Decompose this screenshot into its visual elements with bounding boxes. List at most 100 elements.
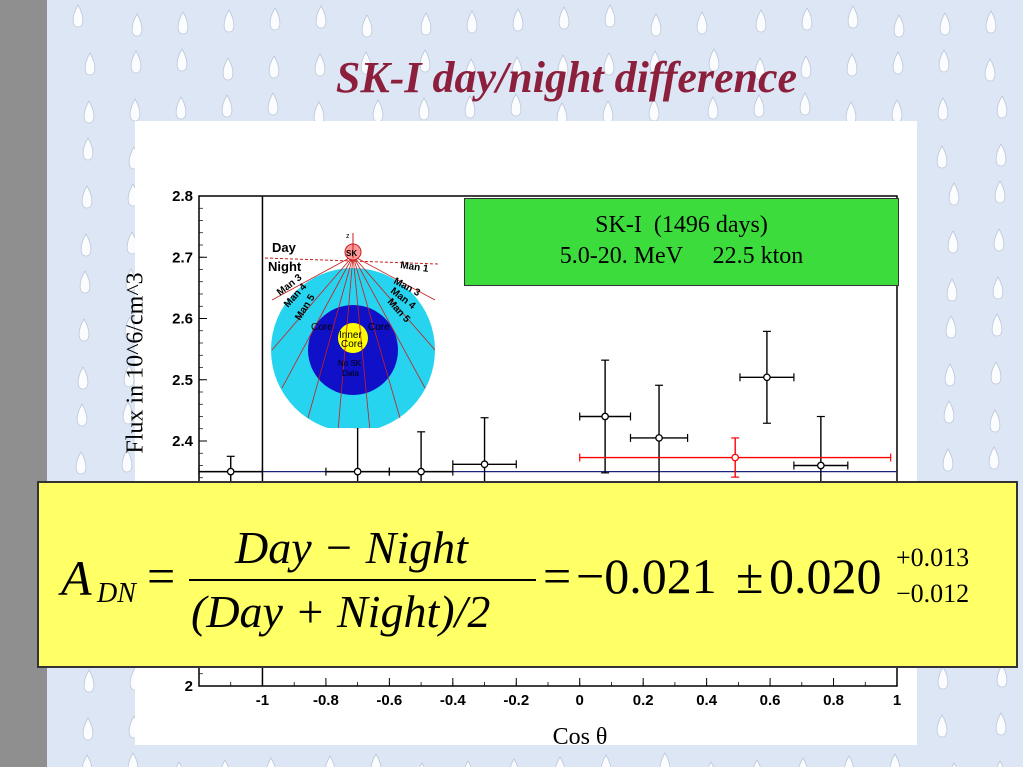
inset-label-night: Night (268, 259, 302, 274)
raindrop-icon (798, 757, 808, 767)
raindrop-icon (555, 756, 565, 767)
raindrop-icon (708, 48, 720, 72)
data-marker (731, 453, 740, 462)
raindrop-icon (419, 762, 425, 767)
asymmetry-formula-box: A DN = Day − Night (Day + Night)/2 = −0.… (37, 481, 1018, 668)
raindrop-icon (221, 759, 229, 767)
raindrop-icon (754, 57, 766, 81)
raindrop-icon (82, 717, 94, 741)
raindrop-icon (951, 762, 957, 767)
raindrop-icon (370, 753, 382, 767)
raindrop-icon (464, 95, 476, 119)
y-tick-label: 2.6 (172, 311, 193, 328)
raindrop-icon (991, 313, 1003, 337)
flux-chart: -1 -0.8 -0.6 -0.4 -0.2 0 0.2 0.4 0.6 0.8 1 2 2.4 2.5 2… (172, 188, 901, 709)
raindrop-icon (464, 760, 472, 767)
raindrop-icon (753, 94, 765, 118)
x-tick-label: -0.8 (313, 692, 339, 709)
x-tick-label: -0.4 (440, 692, 467, 709)
raindrop-icon (993, 228, 1005, 252)
raindrop-icon (465, 58, 477, 82)
raindrop-icon (84, 52, 96, 76)
formula-stat-error: 0.020 (769, 548, 882, 604)
raindrop-icon (121, 449, 133, 473)
data-marker (601, 412, 609, 421)
raindrop-icon (889, 753, 901, 767)
raindrop-icon (799, 92, 811, 116)
inset-label-core-right: Core (368, 322, 390, 333)
inset-label-core-left: Core (311, 322, 333, 333)
raindrop-icon (995, 143, 1007, 167)
fraction-bar (189, 579, 536, 581)
raindrop-icon (314, 53, 326, 77)
raindrop-icon (420, 12, 432, 36)
raindrop-icon (943, 400, 955, 424)
raindrop-icon (944, 363, 956, 387)
raindrop-icon (649, 50, 661, 74)
raindrop-icon (992, 276, 1004, 300)
inset-label-core-center: Core (341, 339, 363, 350)
data-point (579, 437, 892, 478)
raindrop-icon (83, 669, 95, 693)
raindrop-icon (994, 180, 1006, 204)
raindrop-icon (946, 278, 958, 302)
raindrop-icon (844, 755, 854, 767)
raindrop-icon (600, 754, 612, 767)
raindrop-icon (985, 10, 997, 34)
raindrop-icon (223, 9, 235, 33)
raindrop-icon (893, 14, 905, 38)
inset-label-z: z (346, 233, 350, 240)
raindrop-icon (936, 145, 948, 169)
raindrop-icon (603, 52, 615, 76)
data-marker (817, 461, 825, 470)
raindrop-icon (801, 7, 813, 31)
raindrop-icon (81, 754, 93, 767)
data-point (629, 384, 689, 492)
formula-value: −0.021 (576, 548, 717, 604)
data-marker (353, 467, 362, 476)
raindrop-icon (604, 4, 616, 28)
raindrop-icon (995, 712, 1007, 736)
raindrop-icon (512, 8, 524, 32)
raindrop-icon (127, 752, 139, 767)
earth-inset-diagram: z SK Day Night Man 1 Man 3 Man 4 Man 5 M… (264, 233, 439, 428)
raindrop-icon (77, 366, 89, 390)
raindrop-icon (659, 752, 671, 767)
raindrop-icon (936, 714, 948, 738)
x-tick-label: 1 (893, 692, 901, 709)
raindrop-icon (948, 182, 960, 206)
legend-line-1: SK-I (1496 days) (595, 212, 768, 238)
x-tick-label: 0.6 (760, 692, 781, 709)
raindrop-icon (315, 5, 327, 29)
raindrop-icon (696, 11, 708, 35)
x-tick-label: 0.8 (823, 692, 844, 709)
x-tick-label: -0.6 (376, 692, 402, 709)
raindrop-icon (996, 760, 1004, 767)
raindrop-icon (82, 137, 94, 161)
raindrop-icon (79, 270, 91, 294)
formula-numerator: Day − Night (235, 522, 468, 573)
inset-label-man1: Man 1 (400, 260, 430, 275)
raindrop-icon (939, 12, 951, 36)
data-marker (417, 467, 425, 476)
data-point (739, 330, 795, 424)
raindrop-icon (708, 761, 714, 767)
raindrop-icon (419, 49, 431, 73)
raindrop-icon (937, 97, 949, 121)
y-tick-label: 2.5 (172, 372, 193, 389)
inset-label-no-sk: No SK (338, 359, 362, 368)
inset-label-data: Data (342, 369, 359, 378)
raindrop-icon (122, 401, 134, 425)
raindrop-icon (418, 97, 430, 121)
raindrop-icon (266, 757, 276, 767)
raindrop-icon (176, 761, 182, 767)
legend-line-2: 5.0-20. MeV 22.5 kton (559, 243, 804, 269)
raindrop-icon (222, 57, 234, 81)
data-marker (655, 434, 663, 442)
x-tick-label: -0.2 (503, 692, 529, 709)
raindrop-icon (938, 49, 950, 73)
raindrop-icon (176, 48, 188, 72)
raindrop-icon (72, 4, 84, 28)
raindrop-icon (325, 755, 335, 767)
formula-sys-plus: +0.013 (896, 543, 970, 572)
